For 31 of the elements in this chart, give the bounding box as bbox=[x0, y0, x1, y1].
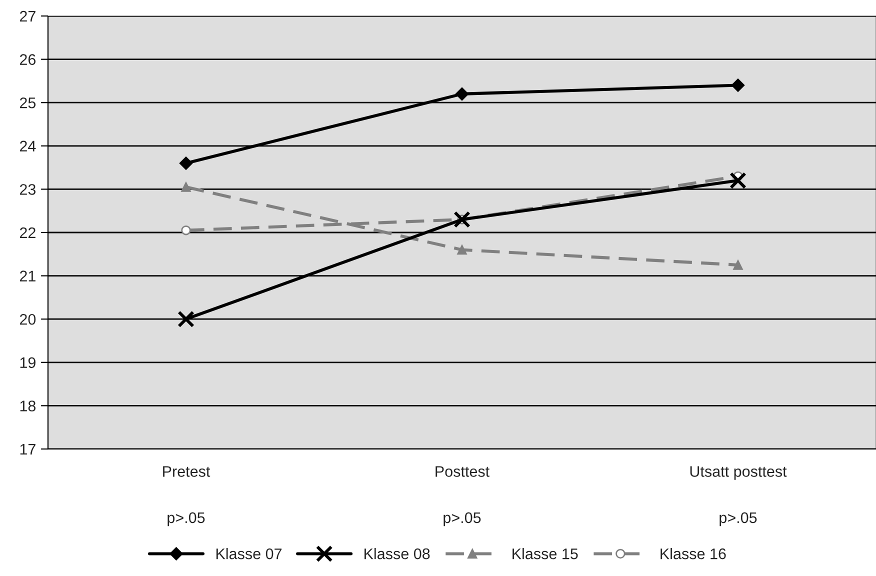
legend-label: Klasse 07 bbox=[216, 548, 282, 560]
y-tick-label: 25 bbox=[20, 97, 36, 108]
point bbox=[730, 172, 746, 190]
point bbox=[731, 78, 745, 92]
y-tick-label: 22 bbox=[20, 227, 36, 238]
x-tick-label: Pretest bbox=[163, 466, 210, 477]
y-tick-label: 17 bbox=[20, 444, 36, 455]
y-tick-label: 20 bbox=[20, 314, 36, 325]
y-tick-label: 27 bbox=[20, 10, 36, 22]
x-tick-label: Utsatt posttest bbox=[690, 466, 787, 480]
y-tick-label: 21 bbox=[20, 270, 36, 282]
y-tick-label: 18 bbox=[20, 400, 36, 412]
text: p>.05 bbox=[444, 512, 481, 526]
point bbox=[181, 225, 191, 236]
y-tick-label: 26 bbox=[20, 54, 36, 65]
point bbox=[733, 260, 743, 270]
legend-label: Klasse 16 bbox=[660, 548, 726, 560]
text: p>.05 bbox=[168, 512, 205, 526]
point bbox=[455, 87, 469, 101]
point bbox=[454, 211, 470, 228]
point bbox=[181, 182, 191, 192]
point bbox=[457, 244, 467, 255]
legend-label: Klasse 15 bbox=[512, 548, 578, 560]
y-tick-label: 23 bbox=[20, 184, 36, 195]
point bbox=[179, 156, 193, 170]
x-tick-label: Posttest bbox=[436, 466, 490, 477]
legend-label: Klasse 08 bbox=[364, 548, 430, 560]
text: p>.05 bbox=[720, 512, 757, 526]
y-tick-label: 19 bbox=[20, 357, 36, 368]
point bbox=[178, 310, 194, 328]
y-tick-label: 24 bbox=[20, 140, 36, 152]
